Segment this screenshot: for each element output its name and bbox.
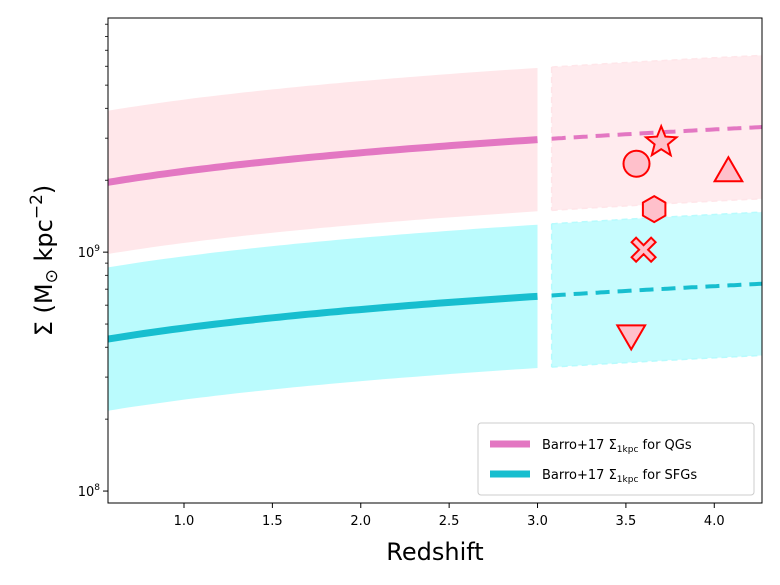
relation-dashed-series-1 xyxy=(551,281,762,298)
legend-label-qgs: Barro+17 Σ1kpc for QGs xyxy=(542,438,692,455)
relation-dashed-series-0 xyxy=(551,125,762,141)
marker-star xyxy=(643,123,680,158)
y-tick-exponent: 9 xyxy=(94,244,100,254)
band-dashed-series-1 xyxy=(551,212,762,368)
y-label-sun-symbol: ⊙ xyxy=(42,269,62,283)
y-tick-base: 10 xyxy=(78,485,95,500)
x-tick-label: 3.0 xyxy=(527,514,548,529)
x-tick-label: 4.0 xyxy=(704,514,725,529)
marker-triangle-down xyxy=(615,324,647,352)
y-tick-base: 10 xyxy=(78,246,95,261)
marker-x-mark xyxy=(630,236,658,264)
band-solid-series-0 xyxy=(108,68,538,254)
legend-label-main: Barro+17 Σ xyxy=(542,438,617,453)
x-axis-ticks: 1.0 1.5 2.0 2.5 3.0 3.5 4.0 xyxy=(174,503,725,529)
y-axis-label: Σ (M⊙ kpc−2) xyxy=(27,185,62,337)
legend-label-main: Barro+17 Σ xyxy=(542,468,617,483)
y-label-exponent: −2 xyxy=(27,194,47,219)
y-label-part: Σ (M xyxy=(30,283,58,336)
y-tick-label: 109 xyxy=(78,244,101,261)
legend: Barro+17 Σ1kpc for QGs Barro+17 Σ1kpc fo… xyxy=(477,422,755,496)
marker-hexagon xyxy=(641,194,667,224)
relation-lines xyxy=(108,125,762,343)
marker-triangle-up xyxy=(712,155,745,183)
band-dashed-series-0 xyxy=(551,55,762,211)
band-solid-series-1 xyxy=(108,224,538,411)
legend-entry-sfgs: Barro+17 Σ1kpc for SFGs xyxy=(490,468,697,485)
legend-box xyxy=(477,422,755,496)
y-tick-exponent: 8 xyxy=(94,483,100,493)
y-tick-label: 108 xyxy=(78,483,101,500)
band-edge-lower-series-1 xyxy=(551,354,762,368)
legend-label-tail: for QGs xyxy=(638,438,691,453)
y-label-part: kpc xyxy=(30,219,58,269)
plot-frame xyxy=(107,17,763,504)
x-tick-label: 2.5 xyxy=(439,514,460,529)
confidence-bands xyxy=(108,54,762,411)
x-tick-label: 1.5 xyxy=(262,514,283,529)
legend-entry-qgs: Barro+17 Σ1kpc for QGs xyxy=(490,438,692,455)
band-edge-upper-series-0 xyxy=(551,54,762,68)
marker-circle xyxy=(622,149,651,178)
legend-label-tail: for SFGs xyxy=(638,468,697,483)
y-label-part: ) xyxy=(30,185,58,194)
x-axis-label: Redshift xyxy=(386,538,483,566)
legend-label-sub: 1kpc xyxy=(617,445,639,455)
relation-solid-series-0 xyxy=(108,136,538,186)
x-tick-label: 2.0 xyxy=(350,514,371,529)
x-tick-label: 3.5 xyxy=(616,514,637,529)
relation-solid-series-1 xyxy=(108,292,538,343)
x-tick-label: 1.0 xyxy=(174,514,195,529)
data-markers xyxy=(615,123,745,352)
legend-label-sub: 1kpc xyxy=(617,475,639,485)
legend-label-sfgs: Barro+17 Σ1kpc for SFGs xyxy=(542,468,697,485)
